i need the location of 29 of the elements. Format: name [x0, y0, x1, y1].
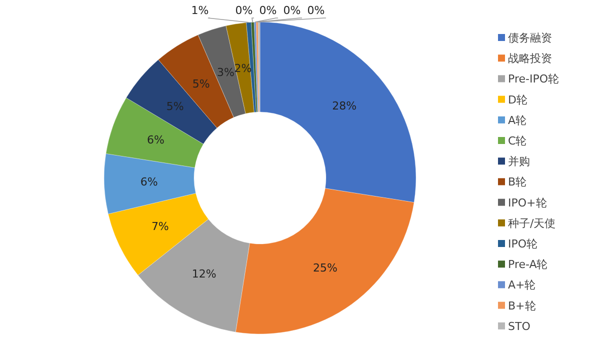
legend-label: Pre-IPO轮 — [508, 72, 559, 86]
legend-label: Pre-A轮 — [508, 258, 548, 272]
data-label: 0% — [307, 4, 325, 17]
data-label: 25% — [313, 261, 338, 274]
legend-label: 战略投资 — [508, 52, 552, 66]
legend-label: STO — [508, 320, 531, 333]
legend-label: 种子/天使 — [508, 216, 556, 230]
legend-label: B轮 — [508, 176, 527, 189]
legend-label: 债务融资 — [508, 32, 552, 44]
data-label: 12% — [192, 267, 216, 280]
legend-label: A轮 — [508, 114, 527, 127]
data-label: 3% — [216, 66, 234, 79]
data-label: 0% — [235, 4, 253, 17]
data-label: 1% — [191, 4, 209, 17]
data-label: 5% — [192, 77, 210, 90]
legend-label: C轮 — [508, 134, 527, 148]
legend-label: D轮 — [508, 93, 528, 106]
data-label: 6% — [146, 134, 164, 147]
data-label: 0% — [283, 4, 301, 17]
legend-label: B+轮 — [508, 299, 536, 312]
data-label: 28% — [332, 99, 357, 112]
data-label: 6% — [140, 176, 158, 189]
legend-label: 并购 — [508, 155, 530, 168]
data-label: 5% — [166, 100, 184, 113]
legend-label: IPO+轮 — [508, 196, 547, 210]
legend-label: IPO轮 — [508, 238, 538, 250]
legend-label: A+轮 — [508, 278, 536, 292]
data-label: 7% — [151, 220, 169, 234]
data-label: 0% — [259, 4, 277, 17]
